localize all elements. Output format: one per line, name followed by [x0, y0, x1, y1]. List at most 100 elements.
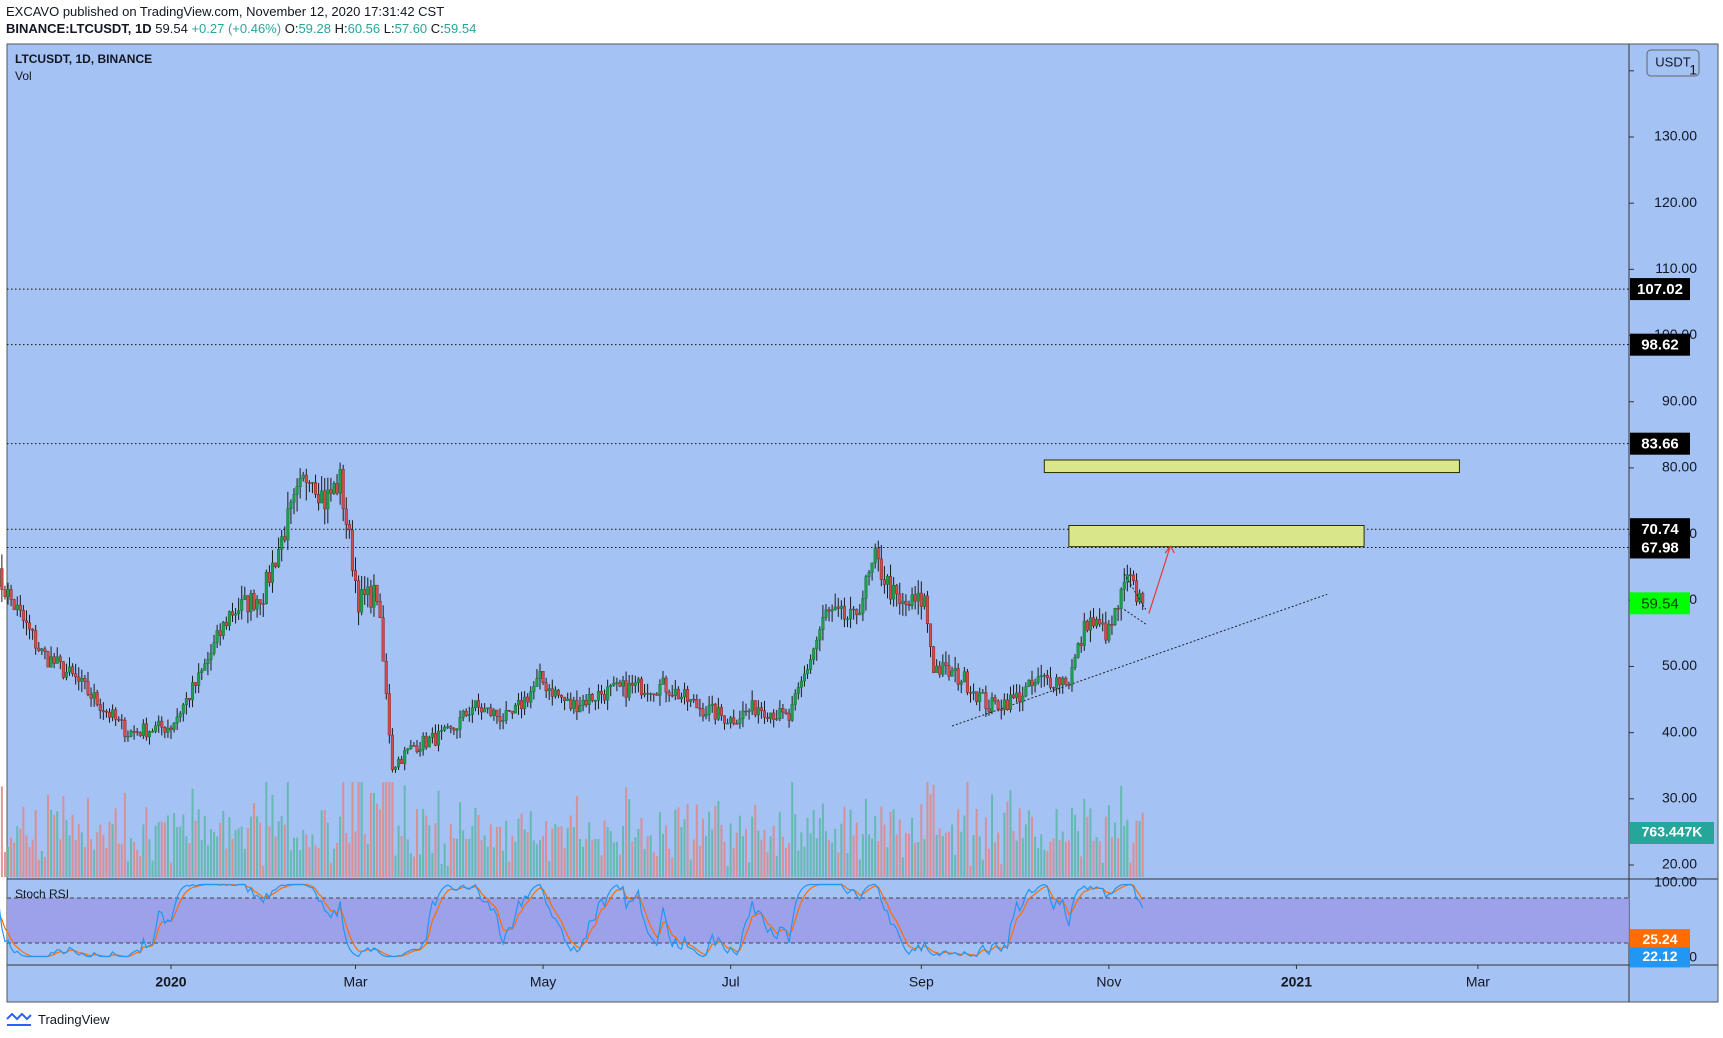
price-tick-label: 30.00 — [1662, 790, 1697, 806]
volume-bar — [1058, 840, 1061, 877]
candle-body — [301, 474, 305, 479]
candle-body — [86, 681, 90, 695]
volume-bar — [243, 848, 246, 877]
target-zone[interactable] — [1043, 459, 1460, 474]
volume-bar — [788, 843, 791, 877]
volume-bar — [83, 846, 86, 877]
candle-body — [406, 748, 410, 751]
volume-bar — [228, 817, 231, 877]
volume-bar — [437, 790, 440, 877]
volume-bar — [775, 855, 778, 877]
volume-bar — [557, 827, 560, 877]
candle-body — [221, 621, 225, 636]
candle-body — [667, 691, 671, 696]
candle-body — [289, 501, 293, 509]
volume-bar — [440, 863, 443, 877]
candle-body — [812, 648, 816, 660]
volume-bar — [560, 826, 563, 877]
candle-body — [732, 717, 736, 724]
volume-bar — [603, 820, 606, 877]
candle-body — [154, 725, 158, 732]
level-price-tag — [1630, 518, 1690, 541]
volume-bar — [80, 832, 83, 877]
volume-bar — [225, 848, 228, 877]
candle-body — [1088, 617, 1092, 631]
candle-body — [12, 599, 16, 610]
volume-legend: Vol — [15, 69, 32, 83]
volume-bar — [99, 824, 102, 877]
volume-bar — [357, 782, 360, 877]
candle-body — [587, 694, 591, 706]
candle-body — [938, 665, 942, 675]
candle-body — [925, 595, 929, 625]
candle-body — [692, 698, 696, 701]
candle-body — [716, 707, 720, 720]
candle-body — [372, 584, 376, 608]
volume-bar — [797, 850, 800, 877]
candle-body — [1015, 692, 1019, 699]
volume-bar — [332, 848, 335, 877]
volume-bar — [628, 799, 631, 877]
candle-body — [689, 698, 693, 702]
volume-bar — [348, 842, 351, 877]
volume-bar — [1037, 847, 1040, 877]
candle-body — [1002, 699, 1006, 710]
volume-bar — [941, 835, 944, 877]
last-price-label: 59.54 — [1641, 595, 1679, 612]
volume-bar — [77, 824, 80, 877]
candle-body — [879, 558, 883, 580]
chart-canvas[interactable]: LTCUSDT, 1D, BINANCEVolUSDT130.00120.001… — [0, 0, 1723, 1010]
candle-body — [1055, 677, 1059, 689]
volume-bar — [74, 839, 77, 877]
volume-bar — [662, 833, 664, 877]
projection-arrow[interactable] — [1148, 545, 1171, 614]
volume-bar — [800, 832, 803, 877]
candle-body — [363, 589, 367, 595]
price-tick-label: 90.00 — [1662, 392, 1697, 408]
volume-bar — [794, 814, 797, 877]
candle-body — [169, 727, 173, 730]
volume-bar — [19, 828, 22, 877]
volume-bar — [191, 788, 194, 877]
volume-bar — [781, 836, 784, 877]
candle-body — [37, 647, 41, 651]
candle-body — [292, 494, 296, 503]
candle-body — [861, 598, 865, 614]
candle-body — [510, 710, 514, 714]
candle-body — [409, 745, 413, 749]
level-price-tag — [1630, 333, 1690, 356]
stoch-d-tag — [1630, 947, 1690, 968]
candle-body — [458, 717, 462, 730]
candle-body — [68, 666, 72, 673]
volume-bar — [382, 782, 385, 877]
price-tick-label: 20.00 — [1662, 856, 1697, 872]
time-tick-label: 2020 — [155, 974, 186, 990]
volume-bar — [701, 818, 704, 877]
target-zone[interactable] — [1068, 524, 1365, 548]
volume-bar — [428, 825, 431, 877]
volume-bar — [449, 823, 452, 877]
candle-body — [978, 692, 982, 702]
volume-bar — [864, 798, 867, 877]
candle-body — [698, 707, 702, 710]
volume-bar — [3, 852, 6, 877]
volume-bar — [403, 785, 406, 877]
volume-bar — [686, 804, 689, 877]
volume-bar — [489, 824, 492, 877]
volume-bar — [7, 846, 10, 877]
candle-body — [516, 700, 520, 706]
currency-box[interactable] — [1646, 49, 1700, 77]
volume-bar — [938, 828, 941, 877]
candle-body — [283, 536, 287, 541]
volume-bar — [145, 807, 148, 877]
candle-body — [77, 676, 81, 682]
volume-bar — [904, 833, 907, 877]
candle-body — [839, 605, 843, 609]
candle-body — [1008, 694, 1012, 711]
candle-body — [184, 698, 188, 706]
volume-bar — [1089, 808, 1092, 877]
volume-bar — [622, 826, 625, 877]
brand-label[interactable]: TradingView — [38, 1012, 110, 1027]
candle-body — [483, 708, 487, 713]
candle-body — [753, 700, 757, 716]
